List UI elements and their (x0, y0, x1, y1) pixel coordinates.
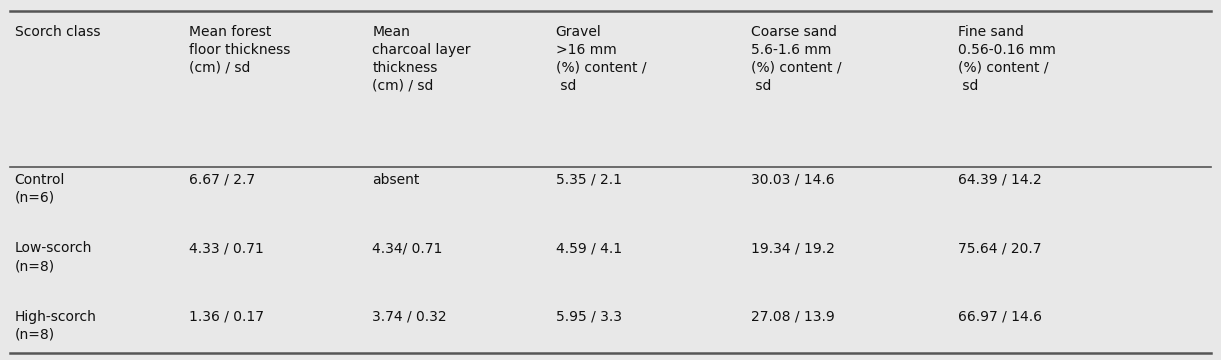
Text: Scorch class: Scorch class (15, 25, 100, 39)
Text: 66.97 / 14.6: 66.97 / 14.6 (958, 310, 1043, 324)
Text: 30.03 / 14.6: 30.03 / 14.6 (751, 173, 834, 187)
Text: 4.34/ 0.71: 4.34/ 0.71 (372, 241, 443, 255)
Text: Mean forest
floor thickness
(cm) / sd: Mean forest floor thickness (cm) / sd (189, 25, 291, 75)
Text: 6.67 / 2.7: 6.67 / 2.7 (189, 173, 255, 187)
Text: absent: absent (372, 173, 420, 187)
Text: 75.64 / 20.7: 75.64 / 20.7 (958, 241, 1042, 255)
Text: 5.95 / 3.3: 5.95 / 3.3 (556, 310, 621, 324)
Text: 3.74 / 0.32: 3.74 / 0.32 (372, 310, 447, 324)
Text: Low-scorch
(n=8): Low-scorch (n=8) (15, 241, 92, 273)
Text: 1.36 / 0.17: 1.36 / 0.17 (189, 310, 264, 324)
Text: Gravel
>16 mm
(%) content /
 sd: Gravel >16 mm (%) content / sd (556, 25, 646, 93)
Text: 5.35 / 2.1: 5.35 / 2.1 (556, 173, 621, 187)
Text: 19.34 / 19.2: 19.34 / 19.2 (751, 241, 835, 255)
Text: Fine sand
0.56-0.16 mm
(%) content /
 sd: Fine sand 0.56-0.16 mm (%) content / sd (958, 25, 1056, 93)
Text: 4.59 / 4.1: 4.59 / 4.1 (556, 241, 621, 255)
Text: 4.33 / 0.71: 4.33 / 0.71 (189, 241, 264, 255)
Text: Coarse sand
5.6-1.6 mm
(%) content /
 sd: Coarse sand 5.6-1.6 mm (%) content / sd (751, 25, 841, 93)
Text: Mean
charcoal layer
thickness
(cm) / sd: Mean charcoal layer thickness (cm) / sd (372, 25, 471, 93)
Text: 64.39 / 14.2: 64.39 / 14.2 (958, 173, 1043, 187)
Text: Control
(n=6): Control (n=6) (15, 173, 65, 204)
Text: 27.08 / 13.9: 27.08 / 13.9 (751, 310, 835, 324)
Text: High-scorch
(n=8): High-scorch (n=8) (15, 310, 96, 341)
